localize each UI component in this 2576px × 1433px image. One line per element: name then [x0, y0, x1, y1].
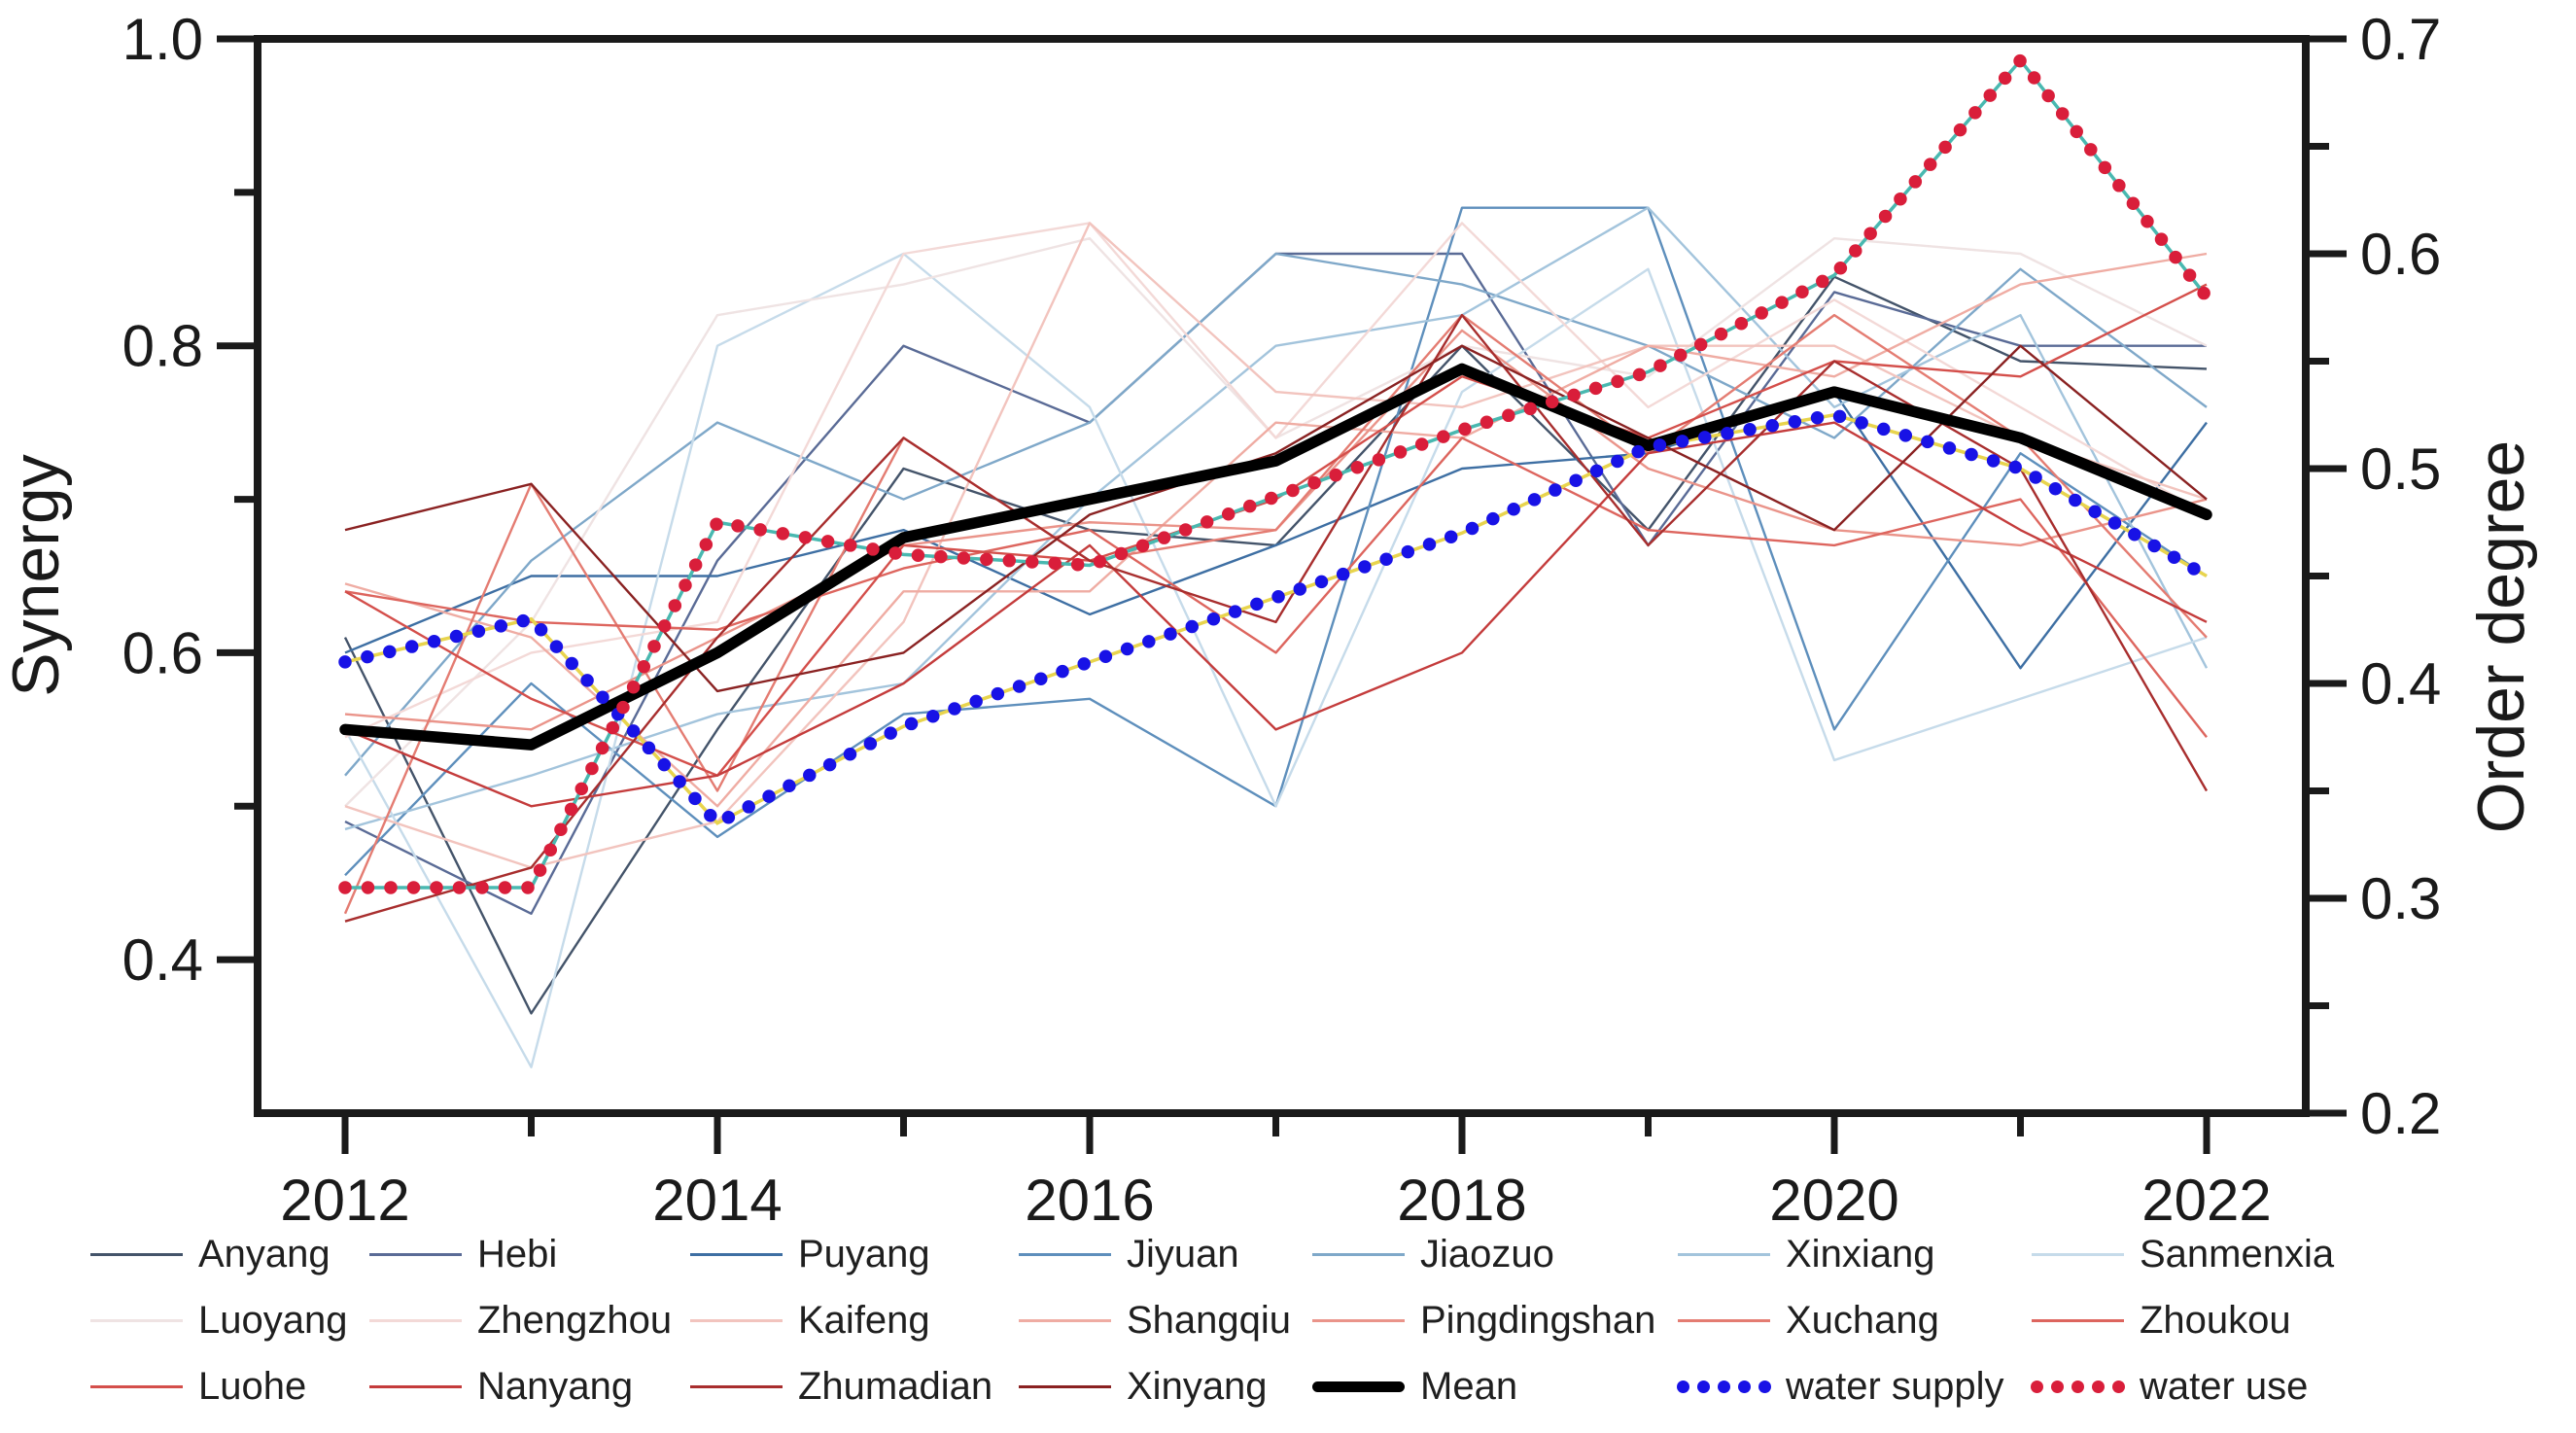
series-line-puyang [344, 390, 2208, 670]
y-axis-title-right: Order degree [2464, 440, 2538, 833]
series-line-kaifeng [344, 222, 2208, 869]
plot-series-layer [338, 50, 2213, 1068]
series-line-xuchang [343, 313, 2208, 915]
series-line-mean [339, 363, 2212, 751]
y-left-tick-label: 1.0 [122, 7, 203, 72]
axes-layer: 1.0 0.8 0.6 0.4 0.7 0.6 0.5 0.4 0.3 0.2 2012 2014 20… [122, 7, 2442, 1233]
y-right-tick-label: 0.4 [2360, 651, 2441, 716]
series-line-jiyuan [344, 206, 2208, 877]
series-line-zhengzhou [344, 222, 2208, 739]
series-line-sanmenxia [343, 252, 2208, 1068]
y-right-tick-label: 0.6 [2360, 222, 2441, 287]
x-tick-label: 2022 [2141, 1168, 2271, 1233]
x-tick-label: 2020 [1769, 1168, 1898, 1233]
series-connector-water-use [345, 57, 2209, 890]
x-tick-label: 2012 [280, 1168, 409, 1233]
x-tick-label: 2016 [1025, 1168, 1154, 1233]
y-right-tick-label: 0.3 [2360, 866, 2441, 931]
series-line-anyang [343, 275, 2208, 1015]
y-right-tick-label: 0.5 [2360, 437, 2441, 502]
y-right-tick-label: 0.7 [2360, 7, 2441, 72]
y-axis-title-left: Synergy [0, 454, 73, 696]
series-line-zhoukou [344, 437, 2208, 738]
series-line-nanyang [344, 421, 2208, 808]
series-dots-water-use [338, 50, 2213, 894]
x-tick-label: 2014 [652, 1168, 782, 1233]
series-line-xinyang [344, 344, 2208, 693]
y-left-tick-label: 0.8 [122, 314, 203, 379]
y-left-tick-label: 0.4 [122, 927, 203, 993]
y-right-tick-label: 0.2 [2360, 1081, 2441, 1146]
series-line-jiaozuo [344, 252, 2208, 777]
series-line-zhumadian [344, 313, 2209, 923]
x-tick-label: 2018 [1397, 1168, 1526, 1233]
series-dots-water-supply [338, 407, 2213, 832]
y-left-tick-label: 0.6 [122, 620, 203, 685]
